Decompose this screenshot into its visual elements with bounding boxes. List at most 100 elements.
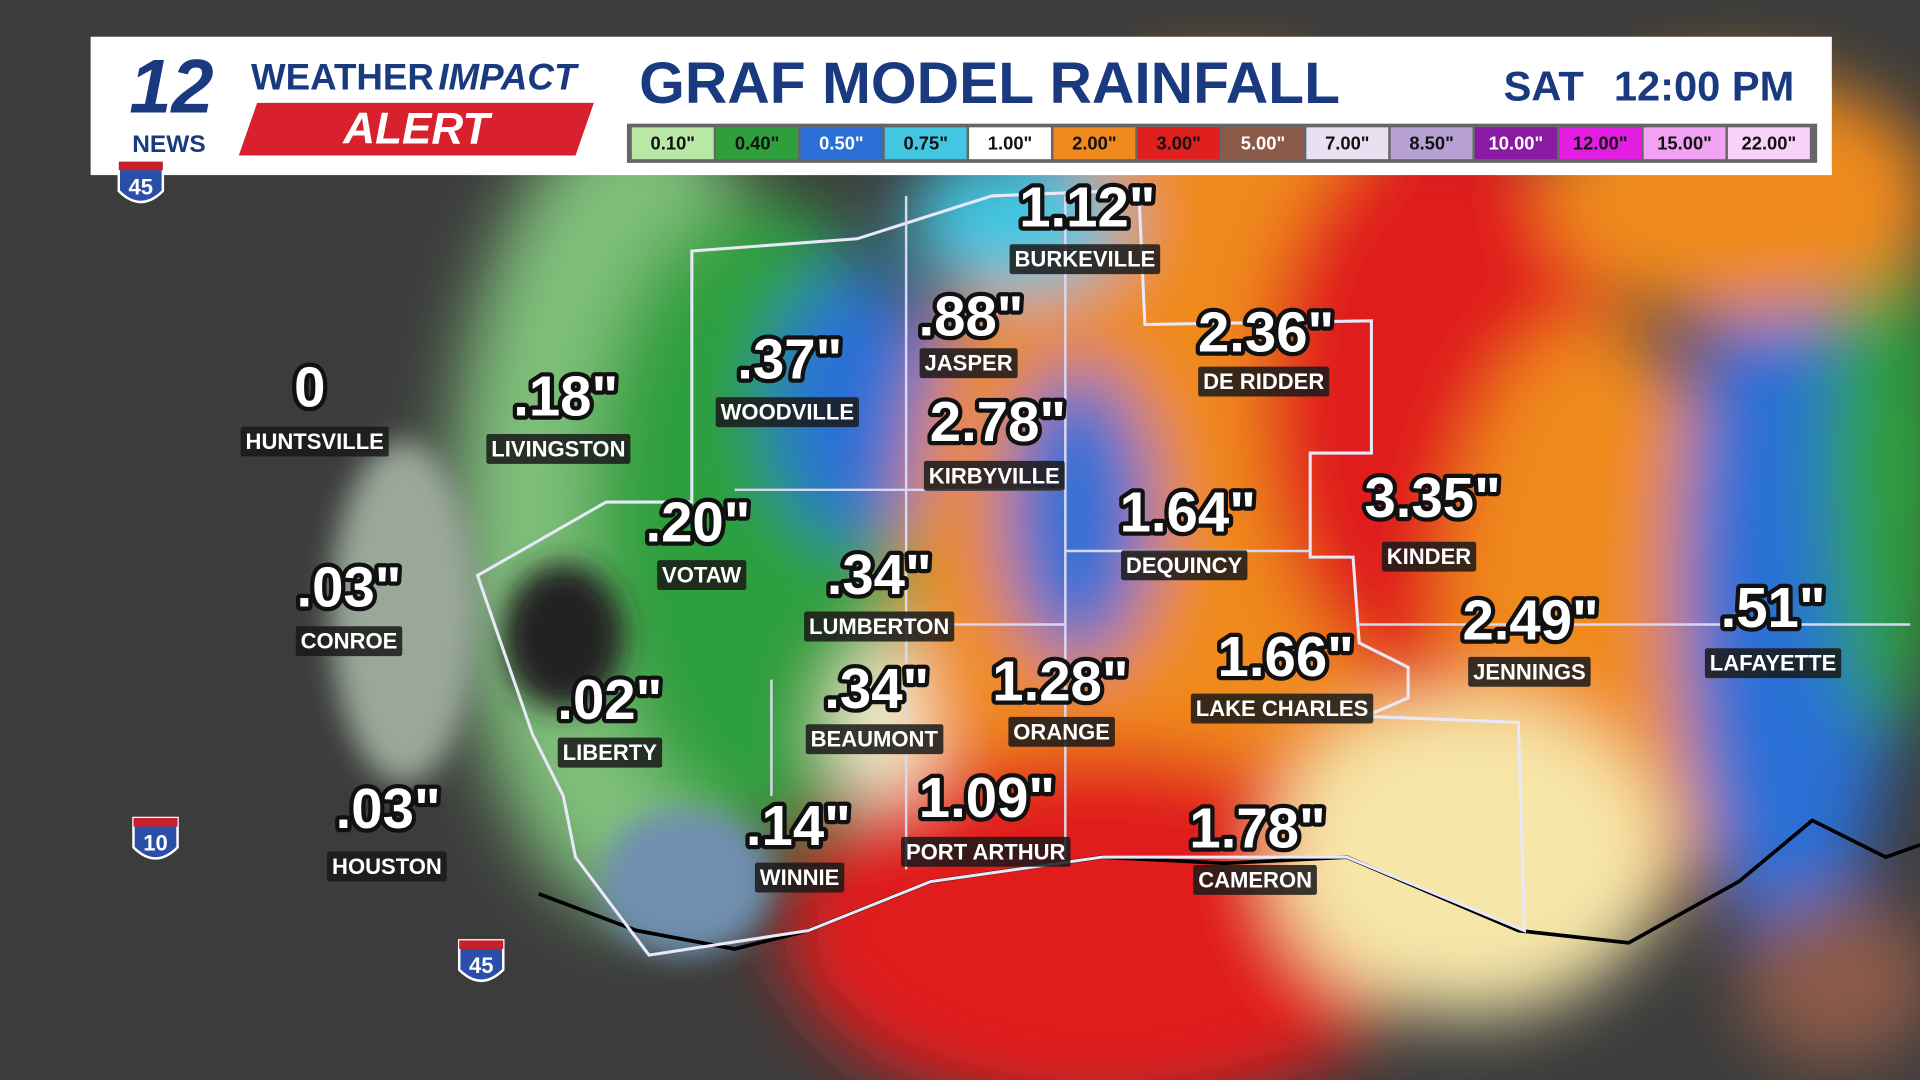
city-name: CAMERON [1198,867,1312,892]
legend-swatch [969,127,1051,160]
shield-number: 45 [469,953,494,978]
brand-weather: WEATHER [251,56,434,97]
rainfall-value: 2.49" [1462,588,1598,651]
city: KINDER 3.35" [1360,462,1505,572]
blob [1004,367,1152,662]
coastline [538,818,1920,951]
city-name: VOTAW [662,563,741,588]
legend-label: 0.40" [735,132,779,153]
city: VOTAW .20" [641,486,755,591]
city-name: KINDER [1387,544,1472,569]
rainfall-value: 1.09" [919,766,1055,829]
city-name: BEAUMONT [811,727,939,752]
city: DEQUINCY 1.64" [1115,476,1260,581]
city-name: LAFAYETTE [1710,651,1837,676]
city-name-box [1009,244,1161,275]
city: HOUSTON .03" [327,773,447,882]
shield-top [459,940,504,949]
rainfall-value: .20" [645,490,750,553]
rainfall-value: .34" [827,543,932,606]
city-name: WOODVILLE [721,400,854,425]
legend-swatch [1559,127,1642,160]
city: LIBERTY .02" [553,664,667,768]
city-name-box [1468,656,1591,687]
blob [1738,893,1920,1066]
rainfall-value: 3.35" [1364,466,1500,529]
rainfall-value: .03" [296,555,401,618]
city-name: DEQUINCY [1126,553,1243,578]
legend-label: 0.75" [903,132,947,153]
city-name: KIRBYVILLE [929,463,1060,488]
rainfall-value: 1.64" [1120,481,1256,544]
rainfall-value: 1.28" [992,650,1128,713]
city-name-box [805,724,944,755]
city-name: JENNINGS [1473,659,1586,684]
shield-top [133,817,178,827]
city-name: LUMBERTON [809,614,949,639]
legend-swatch [1474,127,1557,160]
county-outline [475,188,1527,957]
legend: 0.10" 0.40" 0.50" 0.75" 1.00" 2.00" 3.00" 5.00"… [631,127,1810,160]
legend-label: 10.00" [1489,132,1544,153]
city: KIRBYVILLE 2.78" [923,386,1070,491]
city-name-box [657,560,747,591]
city-name-box [715,397,859,428]
rainfall-value: .37" [737,328,842,391]
blob [502,563,625,711]
legend-label: 1.00" [988,132,1032,153]
city-name: JASPER [924,351,1012,376]
city: LIVINGSTON .18" [486,360,631,464]
shield [117,160,165,204]
rainfall-value: .34" [824,657,929,720]
time: 12:00 PM [1614,62,1794,109]
city-name: BURKEVILLE [1015,247,1156,272]
city-name-box [1381,541,1477,572]
highway-shields: 45 10 45 [117,160,505,983]
city: ORANGE 1.28" [988,645,1133,747]
blob [600,808,772,956]
header-panel: 12 NEWS WEATHER IMPACT ALERT GRAF MODEL … [90,36,1832,176]
legend-swatch [884,127,967,160]
rainfall-value: 2.78" [930,390,1066,453]
legend-swatch [716,127,799,160]
city-name-box [240,426,389,457]
rainfall-value: .02" [557,668,662,731]
legend-swatch [631,127,714,160]
city: JASPER .88" [914,280,1028,379]
legend-label: 0.10" [651,132,695,153]
city-name-box [1008,716,1115,747]
legend-swatch [800,127,883,160]
city-name-box [901,836,1071,867]
shield [132,816,179,860]
logo-news: NEWS [132,131,205,158]
legend-swatch [1643,127,1726,160]
legend-swatch [1137,127,1220,160]
city-name-box [804,611,955,642]
title: GRAF MODEL RAINFALL [639,51,1340,116]
legend-label: 3.00" [1156,132,1200,153]
city: LUMBERTON .34" [804,539,955,642]
shield [457,939,505,983]
city: WINNIE .14" [742,790,855,893]
city-name-box [1193,865,1317,895]
rainfall-value: 1.78" [1189,797,1325,860]
city: HUNTSVILLE 0 [240,351,389,457]
rainfall-value: 2.36" [1198,301,1334,364]
city-name-box [1198,366,1330,397]
city: BEAUMONT .34" [805,653,944,755]
shield-number: 45 [129,174,154,199]
city-name: LIVINGSTON [491,436,625,461]
rainfall-value: .18" [513,364,618,427]
legend-swatch [1222,127,1304,160]
city: JENNINGS 2.49" [1458,584,1603,687]
rainfall-value: 1.66" [1218,625,1354,688]
city: LAKE CHARLES 1.66" [1190,621,1374,724]
city-name-box [919,348,1018,379]
city-name: HUNTSVILLE [246,429,384,454]
city: DE RIDDER 2.36" [1194,296,1339,397]
blob [1824,195,1920,735]
city-name-box [557,737,663,768]
rainfall-value: .03" [336,777,441,840]
city-name: LIBERTY [563,740,658,765]
